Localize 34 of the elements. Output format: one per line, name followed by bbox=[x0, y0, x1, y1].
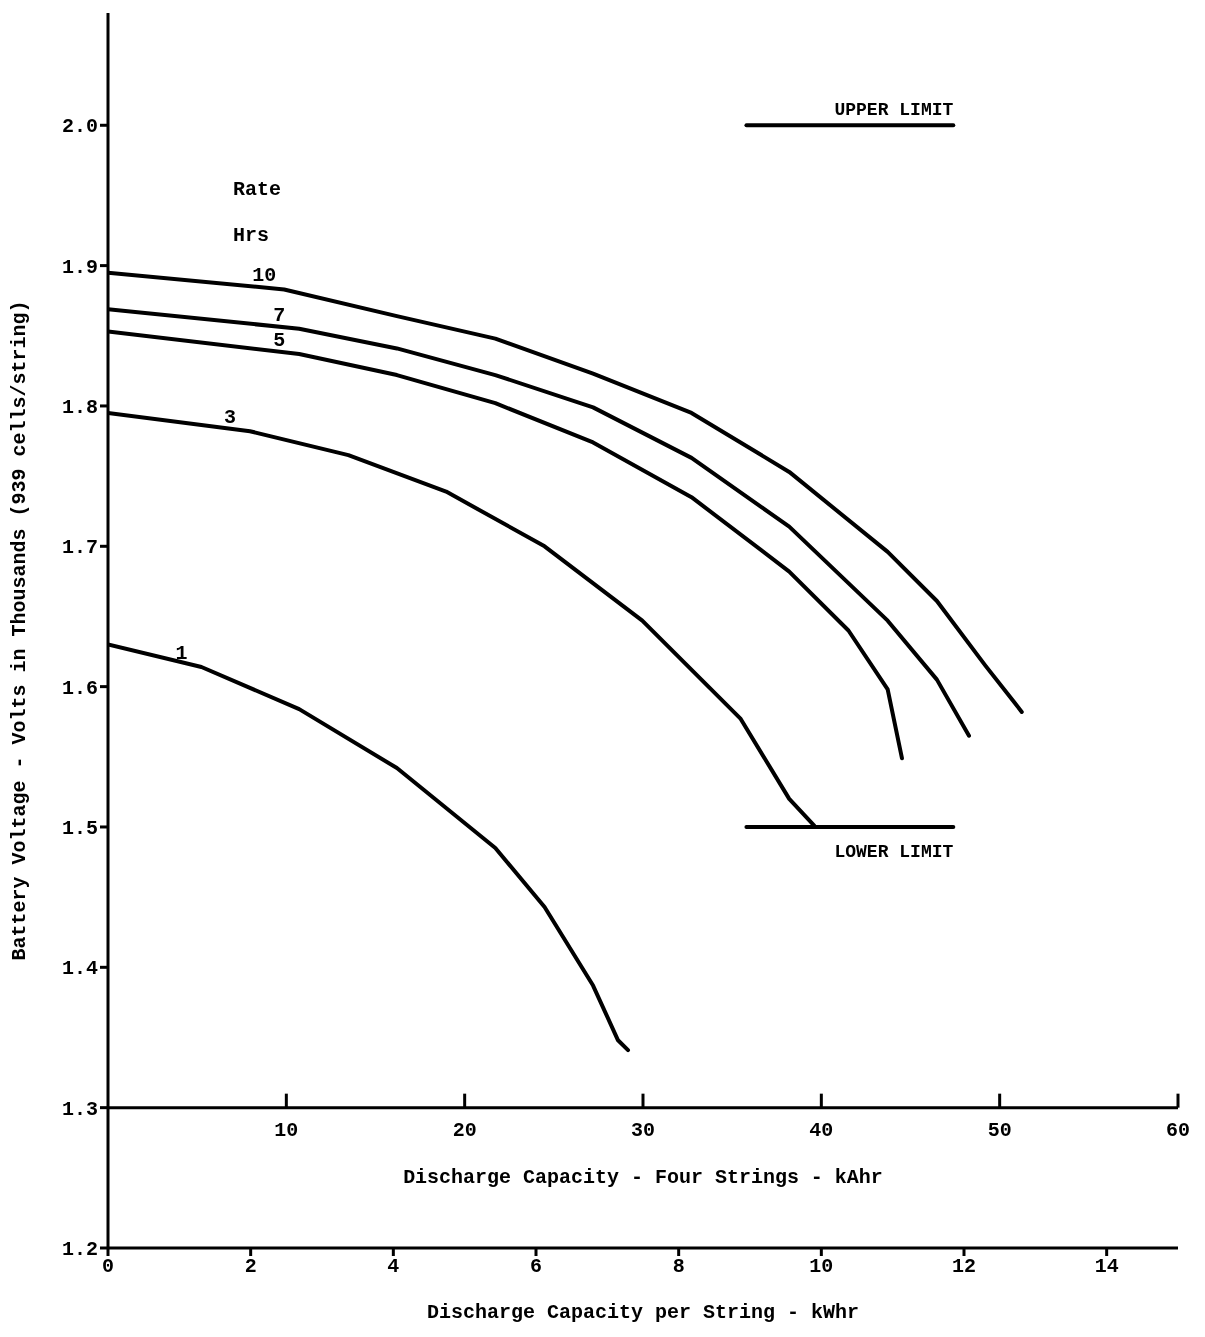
series-label: LOWER LIMIT bbox=[834, 841, 954, 862]
x2-tick-label: 40 bbox=[809, 1118, 834, 1142]
series-label: 10 bbox=[252, 264, 277, 288]
y-tick-label: 1.4 bbox=[61, 957, 98, 981]
x-tick-label: 12 bbox=[951, 1255, 977, 1279]
y-tick-label: 1.3 bbox=[61, 1097, 98, 1121]
x-tick-label: 8 bbox=[672, 1255, 685, 1279]
y-tick-label: 1.9 bbox=[61, 255, 98, 279]
x-axis-title: Discharge Capacity per String - kWhr bbox=[426, 1301, 860, 1324]
x-tick-label: 10 bbox=[809, 1255, 834, 1279]
y-tick-label: 1.8 bbox=[61, 396, 98, 420]
x2-tick-label: 10 bbox=[274, 1118, 299, 1142]
x-tick-label: 14 bbox=[1094, 1255, 1119, 1279]
series-label: 1 bbox=[175, 641, 188, 665]
y-tick-label: 2.0 bbox=[61, 115, 98, 139]
x-tick-label: 4 bbox=[387, 1255, 400, 1279]
x2-tick-label: 30 bbox=[631, 1118, 655, 1142]
y-tick-label: 1.7 bbox=[61, 536, 98, 560]
y-tick-label: 1.5 bbox=[61, 817, 98, 841]
series-label: 3 bbox=[223, 406, 236, 430]
series-label: 5 bbox=[273, 329, 286, 353]
y-axis-title: Battery Voltage - Volts in Thousands (939 cells/string) bbox=[8, 300, 32, 961]
y-tick-label: 1.2 bbox=[61, 1238, 98, 1262]
legend-title: Rate Hrs bbox=[233, 178, 282, 248]
series-label: 7 bbox=[273, 303, 286, 327]
y-tick-label: 1.6 bbox=[61, 676, 98, 700]
x2-tick-label: 20 bbox=[452, 1118, 477, 1142]
x-tick-label: 2 bbox=[244, 1255, 257, 1279]
x-tick-label: 6 bbox=[529, 1255, 543, 1279]
x2-axis-title: Discharge Capacity - Four Strings - kAhr bbox=[403, 1165, 883, 1189]
x2-tick-label: 60 bbox=[1166, 1118, 1190, 1142]
series-label: UPPER LIMIT bbox=[834, 100, 954, 121]
x2-tick-label: 50 bbox=[987, 1118, 1012, 1142]
x-tick-label: 0 bbox=[101, 1255, 115, 1279]
